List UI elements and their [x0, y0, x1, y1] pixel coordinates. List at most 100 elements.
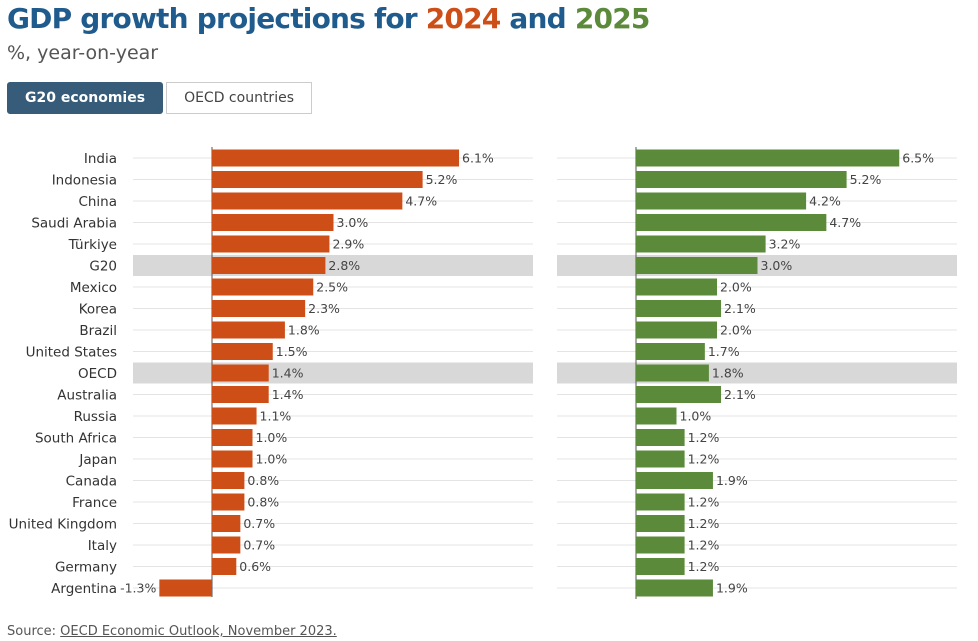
- bar-2025-canada: [636, 472, 713, 489]
- bar-2025-germany: [636, 558, 685, 575]
- category-label-russia: Russia: [74, 409, 117, 425]
- category-label-china: China: [78, 194, 117, 210]
- value-label-2025-china: 4.2%: [809, 194, 841, 209]
- bar-2024-g20: [212, 257, 326, 274]
- bar-2024-united-states: [212, 343, 273, 360]
- value-label-2025-mexico: 2.0%: [720, 280, 752, 295]
- value-label-2024-united-states: 1.5%: [276, 344, 308, 359]
- chart-subtitle: %, year-on-year: [7, 42, 159, 64]
- value-label-2025-oecd: 1.8%: [712, 366, 744, 381]
- bar-2025-china: [636, 192, 807, 210]
- value-label-2024-russia: 1.1%: [260, 409, 292, 424]
- category-label-turkiye: Türkiye: [68, 237, 117, 253]
- bar-chart: India 6.1% 6.5% Indonesia 5.2% 5.2% China 4.7% 4…: [9, 147, 957, 599]
- bar-2025-indonesia: [636, 171, 847, 188]
- category-label-canada: Canada: [66, 474, 117, 490]
- category-label-japan: Japan: [78, 452, 117, 468]
- value-label-2025-indonesia: 5.2%: [850, 172, 882, 187]
- bar-2024-germany: [212, 558, 237, 575]
- value-label-2024-mexico: 2.5%: [316, 280, 348, 295]
- bar-2025-france: [636, 493, 685, 511]
- bar-2024-oecd: [212, 364, 269, 382]
- value-label-2025-turkiye: 3.2%: [769, 237, 801, 252]
- bar-2024-united-kingdom: [212, 515, 241, 532]
- highlight-band-oecd-2024: [133, 362, 533, 384]
- bar-2025-india: [636, 149, 900, 167]
- value-label-2025-germany: 1.2%: [688, 559, 720, 574]
- bar-2025-japan: [636, 450, 685, 468]
- category-label-united-states: United States: [26, 345, 117, 361]
- value-label-2024-indonesia: 5.2%: [426, 172, 458, 187]
- value-label-2024-germany: 0.6%: [239, 559, 271, 574]
- source-link[interactable]: OECD Economic Outlook, November 2023.: [60, 624, 337, 639]
- title-year-2024: 2024: [425, 2, 502, 35]
- bar-2025-oecd: [636, 364, 709, 382]
- value-label-2024-china: 4.7%: [405, 194, 437, 209]
- bar-2024-mexico: [212, 278, 314, 296]
- bar-2024-argentina: [159, 579, 212, 597]
- tab-oecd-countries[interactable]: OECD countries: [166, 82, 312, 114]
- bar-2024-indonesia: [212, 171, 423, 188]
- value-label-2025-argentina: 1.9%: [716, 581, 748, 596]
- bar-2025-italy: [636, 536, 685, 554]
- source-note: Source: OECD Economic Outlook, November …: [7, 624, 337, 639]
- tab-g20-economies[interactable]: G20 economies: [7, 82, 164, 114]
- chart-title: GDP growth projections for 2024 and 2025: [7, 0, 650, 38]
- bar-2024-canada: [212, 472, 245, 489]
- title-year-2025: 2025: [574, 2, 651, 35]
- value-label-2024-japan: 1.0%: [256, 452, 288, 467]
- bar-2024-south-africa: [212, 429, 253, 446]
- category-label-france: France: [72, 495, 117, 511]
- bar-2025-south-africa: [636, 429, 685, 446]
- bar-2024-russia: [212, 407, 257, 425]
- value-label-2024-argentina: -1.3%: [120, 581, 156, 596]
- category-label-brazil: Brazil: [79, 323, 117, 339]
- value-label-2024-france: 0.8%: [247, 495, 279, 510]
- title-prefix: GDP growth projections for: [7, 2, 426, 35]
- bar-2025-korea: [636, 300, 722, 317]
- value-label-2024-italy: 0.7%: [243, 538, 275, 553]
- value-label-2024-korea: 2.3%: [308, 301, 340, 316]
- value-label-2025-brazil: 2.0%: [720, 323, 752, 338]
- category-label-indonesia: Indonesia: [52, 173, 117, 189]
- bar-2024-saudi-arabia: [212, 214, 334, 231]
- value-label-2024-brazil: 1.8%: [288, 323, 320, 338]
- bar-2025-g20: [636, 257, 758, 274]
- value-label-2024-saudi-arabia: 3.0%: [337, 215, 369, 230]
- bar-2025-united-states: [636, 343, 705, 360]
- value-label-2025-france: 1.2%: [688, 495, 720, 510]
- category-label-g20: G20: [89, 259, 117, 275]
- category-label-korea: Korea: [79, 302, 117, 318]
- value-label-2025-korea: 2.1%: [724, 301, 756, 316]
- bar-2025-brazil: [636, 321, 717, 339]
- value-label-2025-italy: 1.2%: [688, 538, 720, 553]
- category-label-oecd: OECD: [78, 366, 117, 382]
- bar-2024-india: [212, 149, 460, 167]
- value-label-2025-russia: 1.0%: [680, 409, 712, 424]
- category-label-germany: Germany: [55, 560, 117, 576]
- bar-2025-mexico: [636, 278, 717, 296]
- value-label-2024-south-africa: 1.0%: [256, 430, 288, 445]
- value-label-2025-canada: 1.9%: [716, 473, 748, 488]
- bar-2025-united-kingdom: [636, 515, 685, 532]
- value-label-2025-saudi-arabia: 4.7%: [829, 215, 861, 230]
- bar-2025-russia: [636, 407, 677, 425]
- value-label-2025-united-kingdom: 1.2%: [688, 516, 720, 531]
- value-label-2024-india: 6.1%: [462, 151, 494, 166]
- bar-2024-china: [212, 192, 403, 210]
- bar-2025-saudi-arabia: [636, 214, 827, 231]
- bar-2025-argentina: [636, 579, 713, 597]
- category-label-india: India: [84, 151, 117, 167]
- category-label-south-africa: South Africa: [35, 431, 117, 447]
- bar-2024-france: [212, 493, 245, 511]
- category-label-australia: Australia: [57, 388, 117, 404]
- source-prefix: Source:: [7, 624, 61, 639]
- category-label-mexico: Mexico: [70, 280, 117, 296]
- bar-2024-korea: [212, 300, 306, 317]
- value-label-2024-australia: 1.4%: [272, 387, 304, 402]
- title-mid: and: [500, 2, 575, 35]
- bar-2024-australia: [212, 386, 269, 403]
- highlight-band-oecd-2025: [557, 362, 957, 384]
- bar-2024-turkiye: [212, 235, 330, 253]
- value-label-2025-australia: 2.1%: [724, 387, 756, 402]
